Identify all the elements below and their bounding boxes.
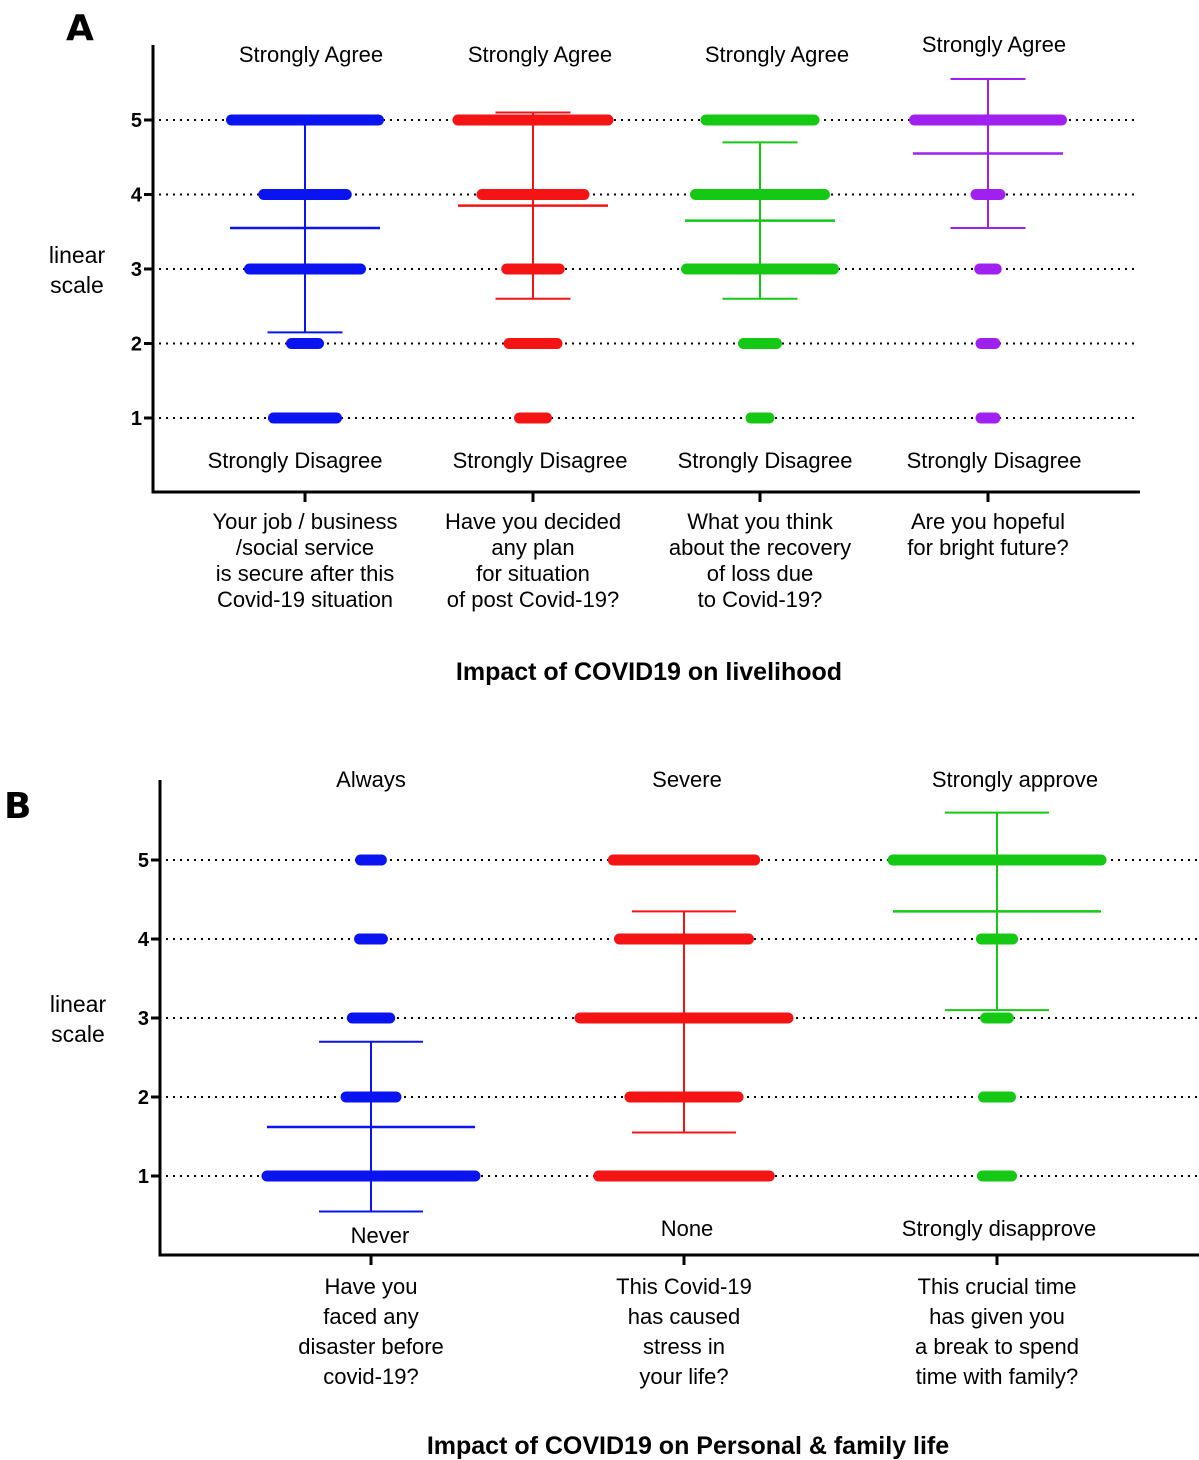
bottom-anchor-label: Strongly Disagree — [678, 448, 853, 473]
y-tick-label: 4 — [138, 929, 150, 951]
y-tick-label: 3 — [131, 259, 142, 281]
y-axis-label: linear scale — [50, 991, 107, 1047]
top-anchor-label: Severe — [652, 767, 722, 792]
top-anchor-label: Strongly approve — [932, 767, 1098, 792]
chart-title: Impact of COVID19 on Personal & family l… — [427, 1432, 949, 1460]
bottom-anchor-label: Strongly Disagree — [453, 448, 628, 473]
top-anchor-label: Always — [336, 767, 406, 792]
top-anchor-label: Strongly Agree — [705, 42, 849, 67]
category-label: This Covid-19 has caused stress in your lif… — [616, 1274, 752, 1389]
category-label: Have you decided any plan for situation of … — [445, 509, 621, 612]
y-tick-label: 1 — [131, 408, 142, 430]
category-label: Your job / business/social service is sec… — [212, 509, 397, 612]
y-tick-label: 5 — [131, 110, 142, 132]
top-anchor-label: Strongly Agree — [922, 32, 1066, 57]
y-axis-label: linear scale — [49, 242, 106, 298]
panel-letter: A — [66, 8, 94, 49]
y-tick-label: 1 — [138, 1166, 149, 1188]
item-1: Strongly Agree Strongly Disagree Your job … — [208, 42, 398, 612]
item-2: Severe None This Covid-19 has caused stress … — [574, 767, 794, 1389]
y-tick-label: 4 — [131, 185, 143, 207]
panel-B: B 1 2 3 4 5 linear scale Always Never Have you face… — [4, 767, 1199, 1460]
category-label: What you think about the recovery of loss … — [669, 509, 851, 612]
category-label: Are you hopeful for bright future? — [907, 509, 1068, 560]
y-tick-label: 3 — [138, 1008, 149, 1030]
bottom-anchor-label: Never — [351, 1223, 410, 1248]
item-2: Strongly Agree Strongly Disagree Have you … — [445, 42, 628, 612]
bottom-anchor-label: Strongly disapprove — [902, 1216, 1096, 1241]
bottom-anchor-label: None — [661, 1216, 714, 1241]
item-4: Strongly Agree Strongly Disagree Are you h… — [907, 32, 1082, 560]
category-label: This crucial time has given you a break to… — [915, 1274, 1079, 1389]
top-anchor-label: Strongly Agree — [239, 42, 383, 67]
bottom-anchor-label: Strongly Disagree — [208, 448, 383, 473]
item-3: Strongly approve Strongly disapprove This … — [887, 767, 1107, 1389]
panel-letter: B — [4, 786, 31, 827]
category-label: Have you faced any disaster before covid-19… — [298, 1274, 444, 1389]
y-tick-label: 2 — [138, 1087, 149, 1109]
bottom-anchor-label: Strongly Disagree — [907, 448, 1082, 473]
y-tick-label: 2 — [131, 334, 142, 356]
item-1: Always Never Have you faced any disaster bef… — [261, 767, 481, 1389]
chart-title: Impact of COVID19 on livelihood — [456, 658, 842, 686]
y-tick-label: 5 — [138, 850, 149, 872]
item-3: Strongly Agree Strongly Disagree What you … — [669, 42, 853, 612]
top-anchor-label: Strongly Agree — [468, 42, 612, 67]
